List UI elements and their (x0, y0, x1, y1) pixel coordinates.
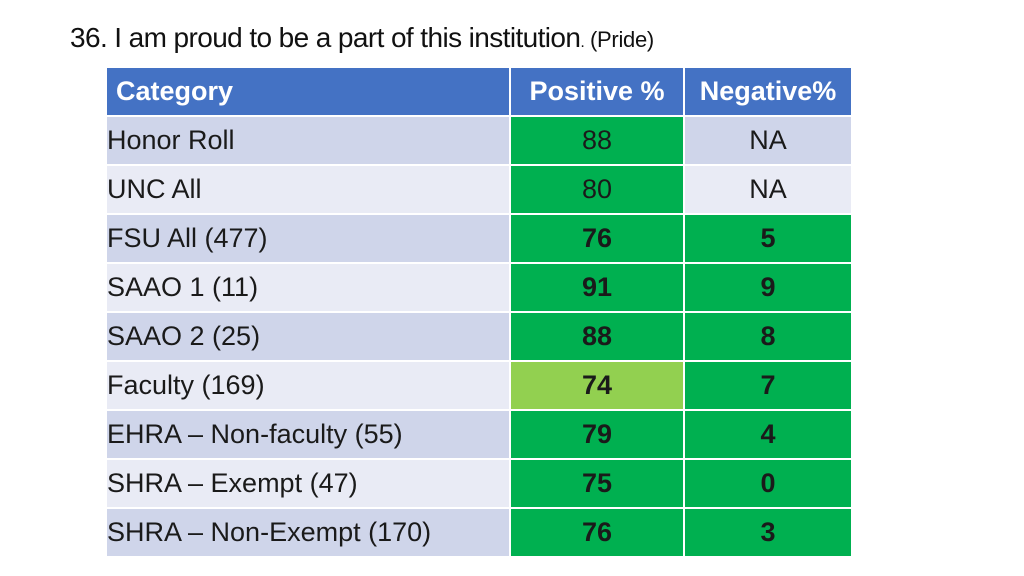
negative-cell: NA (683, 164, 853, 215)
negative-cell: 7 (683, 360, 853, 411)
header-positive: Positive % (509, 66, 685, 117)
positive-cell: 80 (509, 164, 685, 215)
table-row: SHRA – Exempt (47) 75 0 (105, 458, 853, 509)
table-row: UNC All 80 NA (105, 164, 853, 215)
results-table: Category Positive % Negative% Honor Roll… (105, 66, 853, 558)
negative-cell: 4 (683, 409, 853, 460)
category-cell: Honor Roll (105, 115, 511, 166)
category-cell: Faculty (169) (105, 360, 511, 411)
table-row: EHRA – Non-faculty (55) 79 4 (105, 409, 853, 460)
negative-cell: 5 (683, 213, 853, 264)
positive-cell: 74 (509, 360, 685, 411)
table-row: FSU All (477) 76 5 (105, 213, 853, 264)
table-row: SAAO 2 (25) 88 8 (105, 311, 853, 362)
positive-cell: 79 (509, 409, 685, 460)
positive-cell: 88 (509, 311, 685, 362)
category-cell: SHRA – Non-Exempt (170) (105, 507, 511, 558)
header-negative: Negative% (683, 66, 853, 117)
table-row: Honor Roll 88 NA (105, 115, 853, 166)
category-cell: SAAO 2 (25) (105, 311, 511, 362)
positive-cell: 88 (509, 115, 685, 166)
category-cell: SHRA – Exempt (47) (105, 458, 511, 509)
header-category: Category (105, 66, 511, 117)
negative-cell: NA (683, 115, 853, 166)
category-cell: SAAO 1 (11) (105, 262, 511, 313)
table-row: SHRA – Non-Exempt (170) 76 3 (105, 507, 853, 558)
positive-cell: 75 (509, 458, 685, 509)
title-main: 36. I am proud to be a part of this inst… (70, 22, 581, 53)
positive-cell: 76 (509, 213, 685, 264)
slide-title: 36. I am proud to be a part of this inst… (70, 22, 654, 54)
positive-cell: 91 (509, 262, 685, 313)
negative-cell: 0 (683, 458, 853, 509)
title-dot: . (580, 34, 585, 51)
table-row: SAAO 1 (11) 91 9 (105, 262, 853, 313)
category-cell: UNC All (105, 164, 511, 215)
positive-cell: 76 (509, 507, 685, 558)
table-header-row: Category Positive % Negative% (105, 66, 853, 117)
category-cell: EHRA – Non-faculty (55) (105, 409, 511, 460)
negative-cell: 9 (683, 262, 853, 313)
category-cell: FSU All (477) (105, 213, 511, 264)
negative-cell: 3 (683, 507, 853, 558)
table-row: Faculty (169) 74 7 (105, 360, 853, 411)
negative-cell: 8 (683, 311, 853, 362)
title-subtitle: (Pride) (584, 27, 654, 52)
